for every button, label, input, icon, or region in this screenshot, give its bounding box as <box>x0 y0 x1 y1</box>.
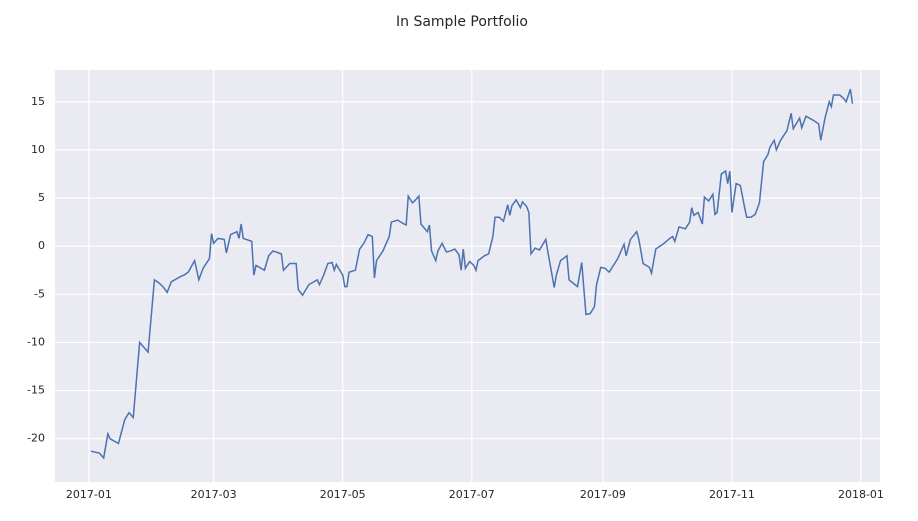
x-tick-label: 2017-05 <box>320 488 366 501</box>
plot-area <box>55 70 880 482</box>
chart-title: In Sample Portfolio <box>396 14 528 30</box>
y-tick-label: 0 <box>38 239 45 252</box>
y-tick-label: -15 <box>27 384 45 397</box>
x-tick-label: 2017-11 <box>709 488 755 501</box>
y-tick-label: 5 <box>38 191 45 204</box>
x-tick-label: 2017-01 <box>66 488 112 501</box>
y-tick-label: -10 <box>27 335 45 348</box>
y-tick-label: -5 <box>34 287 45 300</box>
y-tick-label: -20 <box>27 432 45 445</box>
x-tick-label: 2018-01 <box>838 488 884 501</box>
y-tick-label: 15 <box>31 95 45 108</box>
y-tick-label: 10 <box>31 143 45 156</box>
x-tick-label: 2017-07 <box>449 488 495 501</box>
x-tick-label: 2017-03 <box>191 488 237 501</box>
line <box>90 89 854 460</box>
x-tick-label: 2017-09 <box>580 488 626 501</box>
